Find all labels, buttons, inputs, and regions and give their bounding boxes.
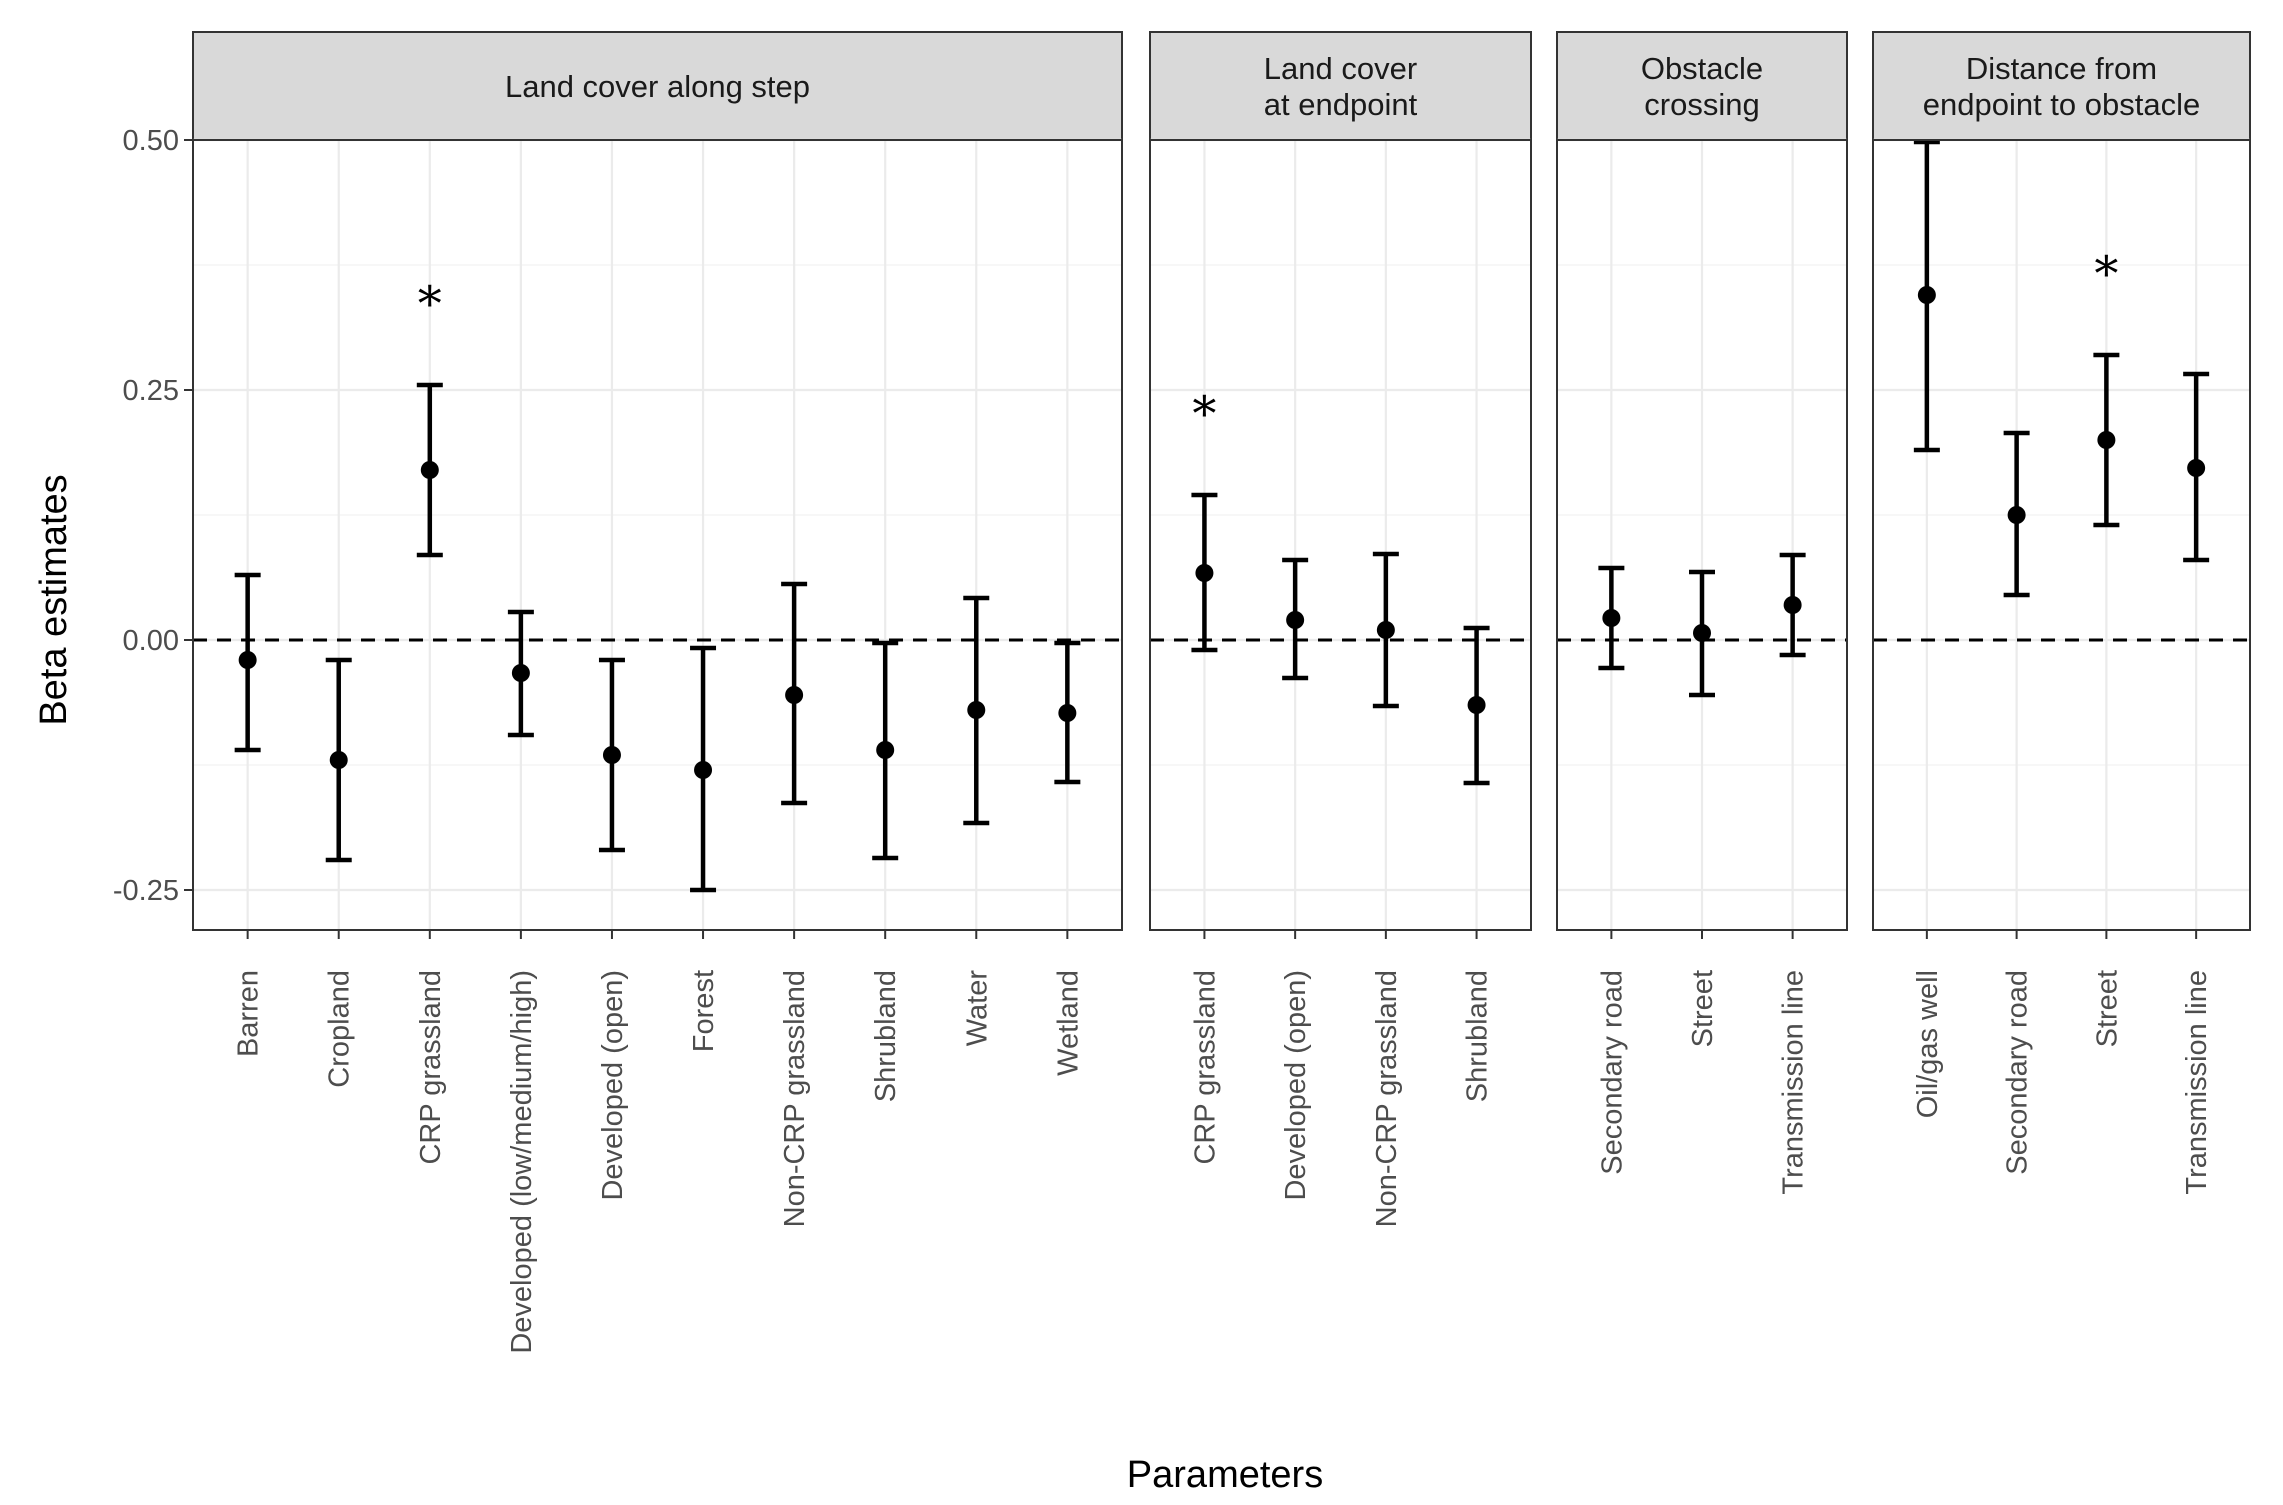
x-tick-label-1-4: Developed (low/medium/high) [506,970,538,1354]
x-axis-title: Parameters [1127,1454,1323,1496]
y-tick-label-2: 0.25 [123,375,179,407]
estimate-point-4-1 [1917,286,1936,304]
x-tick-label-1-2: Cropland [324,970,356,1088]
facet-strip-2 [1149,31,1532,141]
x-tick-label-1-8: Shrubland [870,970,902,1102]
facet-border-1 [192,139,1123,931]
facet-border-4 [1872,139,2251,931]
facet-title-3-line-2: crossing [1644,87,1759,122]
estimate-point-2-3 [1376,621,1395,639]
y-tick-label-1: 0.50 [123,125,179,157]
x-tick-label-1-5: Developed (open) [597,970,629,1201]
y-tick-label-3: 0.00 [123,625,179,657]
estimate-point-1-9 [967,701,986,719]
estimate-point-3-2 [1693,624,1711,642]
x-tick-label-4-3: Street [2091,970,2123,1047]
facet-title-4-line-1: Distance from [1966,51,2157,86]
x-tick-label-1-10: Wetland [1052,970,1084,1076]
facet-panel-4 [1873,140,2250,930]
estimate-point-3-1 [1602,609,1621,627]
estimate-point-3-3 [1783,596,1802,614]
x-tick-label-3-1: Secondary road [1596,970,1628,1175]
estimate-point-2-4 [1467,696,1486,714]
facet-strip-3 [1556,31,1848,141]
x-tick-label-2-1: CRP grassland [1189,970,1221,1165]
x-tick-label-4-4: Transmission line [2181,970,2213,1195]
estimate-point-1-2 [329,751,348,769]
facet-border-2 [1149,139,1532,931]
x-tick-label-1-1: Barren [233,970,265,1057]
estimate-point-1-1 [238,651,257,669]
estimate-point-1-3 [420,461,439,479]
y-axis-title: Beta estimates [33,474,75,725]
facet-panel-2 [1150,140,1531,930]
estimate-point-1-7 [785,686,804,704]
estimate-point-4-3 [2097,431,2116,449]
facet-title-2-line-1: Land cover [1264,51,1417,86]
x-tick-label-3-3: Transmission line [1778,970,1810,1195]
facet-title-4-line-2: endpoint to obstacle [1923,87,2201,122]
x-tick-label-4-2: Secondary road [2002,970,2034,1175]
x-tick-label-2-2: Developed (open) [1280,970,1312,1201]
estimate-point-1-10 [1058,704,1077,722]
significance-star-2-1: * [1192,386,1216,442]
estimate-point-4-2 [2007,506,2026,524]
estimate-point-2-1 [1195,564,1214,582]
estimate-point-4-4 [2187,459,2206,477]
significance-star-1-3: * [418,276,442,332]
x-tick-label-1-9: Water [961,970,993,1047]
x-tick-label-1-7: Non-CRP grassland [779,970,811,1227]
significance-star-4-3: * [2094,246,2118,302]
estimate-point-1-8 [876,741,895,759]
facet-title-1-line-1: Land cover along step [505,69,810,104]
estimate-point-1-5 [602,746,621,764]
estimate-point-2-2 [1286,611,1305,629]
y-tick-label-4: -0.25 [113,875,179,907]
facet-strip-1 [192,31,1123,141]
x-tick-label-1-6: Forest [688,970,720,1052]
estimate-point-1-4 [511,664,530,682]
x-tick-label-1-3: CRP grassland [415,970,447,1165]
x-tick-label-3-2: Street [1687,970,1719,1047]
estimate-point-1-6 [694,761,713,779]
facet-strip-4 [1872,31,2251,141]
x-tick-label-2-4: Shrubland [1462,970,1494,1102]
facet-title-2-line-2: at endpoint [1264,87,1418,122]
facet-panel-1 [193,140,1122,930]
facet-title-3-line-1: Obstacle [1641,51,1763,86]
x-tick-label-4-1: Oil/gas well [1912,970,1944,1118]
x-tick-label-2-3: Non-CRP grassland [1371,970,1403,1227]
